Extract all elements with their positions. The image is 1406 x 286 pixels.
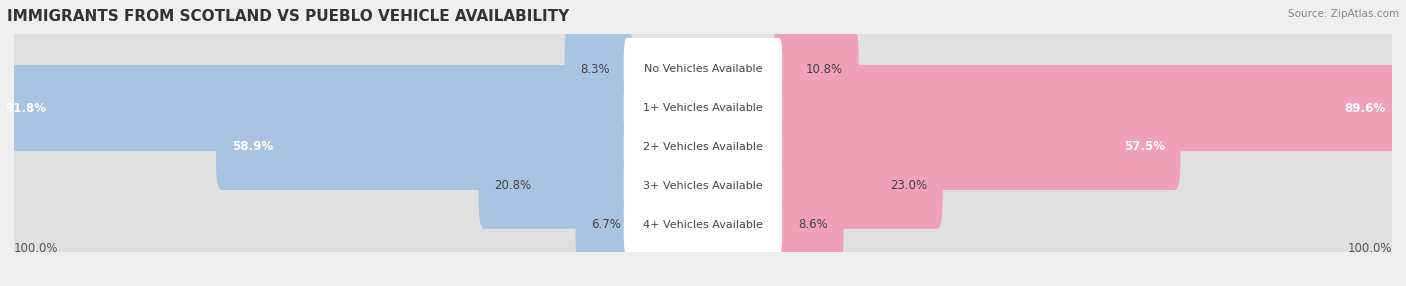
Text: 91.8%: 91.8%: [6, 102, 46, 115]
FancyBboxPatch shape: [13, 34, 1393, 105]
FancyBboxPatch shape: [773, 181, 844, 268]
FancyBboxPatch shape: [624, 116, 782, 178]
FancyBboxPatch shape: [13, 73, 1393, 143]
Text: 20.8%: 20.8%: [495, 179, 531, 192]
FancyBboxPatch shape: [624, 77, 782, 140]
FancyBboxPatch shape: [13, 112, 1393, 182]
Text: 8.6%: 8.6%: [799, 218, 828, 231]
FancyBboxPatch shape: [575, 181, 633, 268]
Text: IMMIGRANTS FROM SCOTLAND VS PUEBLO VEHICLE AVAILABILITY: IMMIGRANTS FROM SCOTLAND VS PUEBLO VEHIC…: [7, 9, 569, 23]
Text: 58.9%: 58.9%: [232, 140, 273, 153]
Text: 10.8%: 10.8%: [806, 63, 842, 76]
FancyBboxPatch shape: [624, 38, 782, 101]
Text: 57.5%: 57.5%: [1123, 140, 1164, 153]
FancyBboxPatch shape: [0, 65, 633, 151]
Text: 3+ Vehicles Available: 3+ Vehicles Available: [643, 181, 763, 191]
Text: 2+ Vehicles Available: 2+ Vehicles Available: [643, 142, 763, 152]
FancyBboxPatch shape: [565, 26, 633, 112]
Text: 100.0%: 100.0%: [1347, 242, 1392, 255]
FancyBboxPatch shape: [624, 193, 782, 256]
FancyBboxPatch shape: [13, 150, 1393, 221]
Text: No Vehicles Available: No Vehicles Available: [644, 64, 762, 74]
Text: 4+ Vehicles Available: 4+ Vehicles Available: [643, 220, 763, 229]
Text: Source: ZipAtlas.com: Source: ZipAtlas.com: [1288, 9, 1399, 19]
FancyBboxPatch shape: [773, 143, 943, 229]
FancyBboxPatch shape: [773, 65, 1402, 151]
FancyBboxPatch shape: [478, 143, 633, 229]
FancyBboxPatch shape: [773, 26, 859, 112]
FancyBboxPatch shape: [624, 154, 782, 217]
FancyBboxPatch shape: [773, 104, 1181, 190]
Text: 23.0%: 23.0%: [890, 179, 927, 192]
FancyBboxPatch shape: [217, 104, 633, 190]
Text: 100.0%: 100.0%: [14, 242, 59, 255]
Text: 1+ Vehicles Available: 1+ Vehicles Available: [643, 103, 763, 113]
FancyBboxPatch shape: [13, 189, 1393, 260]
Text: 89.6%: 89.6%: [1344, 102, 1386, 115]
Text: 6.7%: 6.7%: [592, 218, 621, 231]
Text: 8.3%: 8.3%: [581, 63, 610, 76]
